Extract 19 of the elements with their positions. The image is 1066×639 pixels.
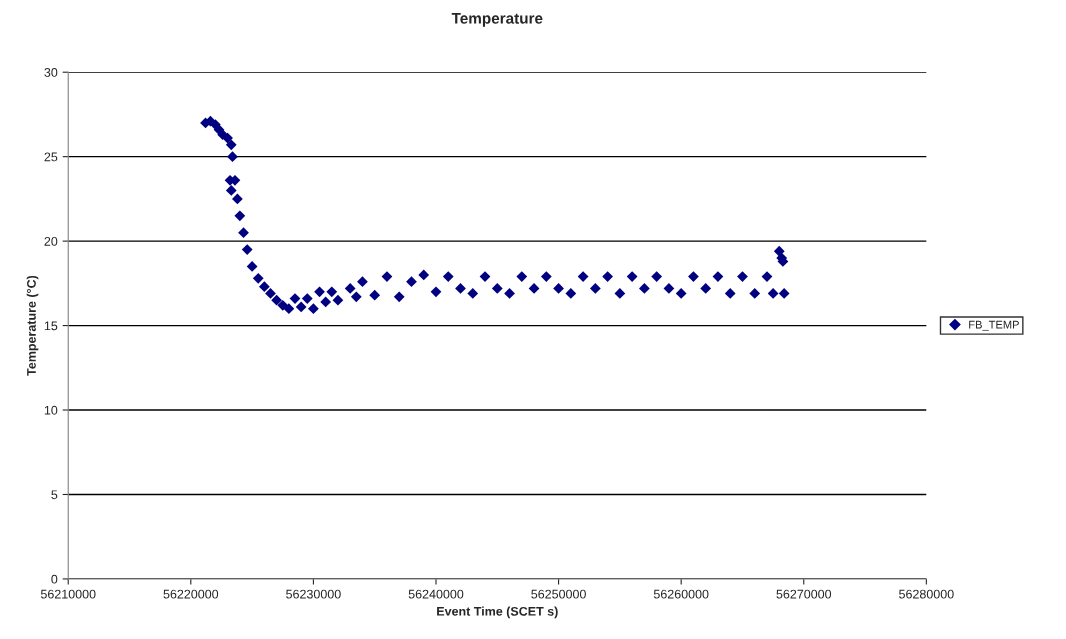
x-tick-label: 56250000 [531, 589, 586, 599]
y-tick-label: 15 [44, 321, 58, 331]
x-axis-title: Event Time (SCET s) [437, 606, 558, 619]
y-tick-label: 10 [44, 405, 58, 415]
y-tick-label: 30 [44, 68, 58, 77]
x-tick-label: 56280000 [899, 589, 954, 599]
x-tick-label: 56220000 [163, 589, 219, 599]
legend-label: FB_TEMP [969, 320, 1019, 331]
x-tick-label: 56230000 [286, 589, 341, 599]
x-tick-label: 56270000 [776, 589, 832, 599]
x-tick-label: 56260000 [653, 589, 709, 599]
y-tick-label: 25 [44, 152, 58, 162]
y-tick-label: 5 [51, 490, 58, 500]
y-axis-title: Temperature (°C) [26, 275, 39, 376]
y-tick-label: 0 [51, 574, 58, 584]
y-tick-label: 20 [44, 236, 58, 246]
chart-title: Temperature [451, 13, 543, 27]
x-tick-label: 56240000 [408, 589, 464, 599]
x-tick-label: 56210000 [40, 589, 96, 599]
